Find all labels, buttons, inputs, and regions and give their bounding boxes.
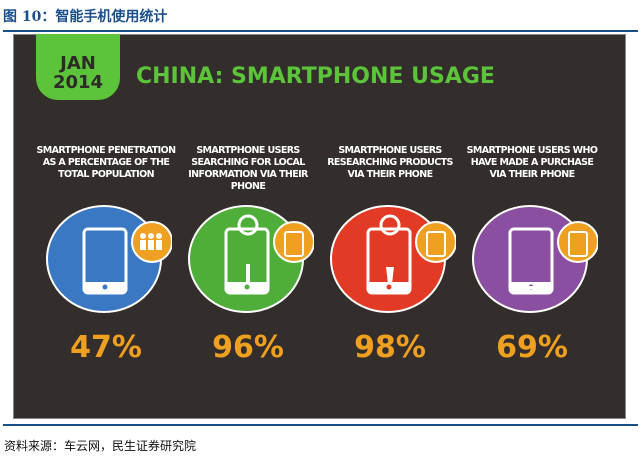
stat-label: SMARTPHONE USERS SEARCHING FOR LOCAL INF… <box>188 145 308 192</box>
smartphone-icon <box>557 221 598 263</box>
stat-value: 96% <box>212 330 284 365</box>
stat-3: SMARTPHONE USERS RESEARCHING PRODUCTS VI… <box>320 145 460 365</box>
stat-1: SMARTPHONE PENETRATION AS A PERCENTAGE O… <box>36 145 177 365</box>
smartphone-icon <box>82 227 128 295</box>
location-search-icon <box>224 214 270 295</box>
stat-2: SMARTPHONE USERS SEARCHING FOR LOCAL INF… <box>178 145 318 365</box>
smartphone-icon <box>415 221 456 263</box>
stat-icon <box>188 205 314 313</box>
stat-value: 47% <box>70 330 142 365</box>
stat-4: SMARTPHONE USERS WHO HAVE MADE A PURCHAS… <box>462 145 602 365</box>
stat-label: SMARTPHONE PENETRATION AS A PERCENTAGE O… <box>36 145 177 180</box>
figure-caption: 图 10：智能手机使用统计 <box>3 9 168 25</box>
stat-label: SMARTPHONE USERS WHO HAVE MADE A PURCHAS… <box>466 145 598 180</box>
shopping-bag-icon <box>508 227 554 295</box>
divider <box>3 30 638 32</box>
smartphone-icon <box>273 221 314 263</box>
infographic: JAN 2014 CHINA: SMARTPHONE USAGE SMARTPH… <box>13 34 626 419</box>
stat-icon <box>46 205 172 313</box>
stat-value: 69% <box>496 330 568 365</box>
date-tab: JAN 2014 <box>36 34 120 100</box>
date-year: 2014 <box>52 72 104 93</box>
stat-icon <box>330 205 456 313</box>
date-month: JAN <box>60 53 96 74</box>
infographic-title: CHINA: SMARTPHONE USAGE <box>136 64 495 89</box>
product-search-icon <box>366 214 412 295</box>
stat-icon <box>472 205 598 313</box>
source-note: 资料来源：车云网，民生证券研究院 <box>4 439 197 453</box>
stat-label: SMARTPHONE USERS RESEARCHING PRODUCTS VI… <box>327 145 453 180</box>
people-icon <box>131 221 172 263</box>
stat-value: 98% <box>354 330 426 365</box>
divider <box>3 424 638 426</box>
